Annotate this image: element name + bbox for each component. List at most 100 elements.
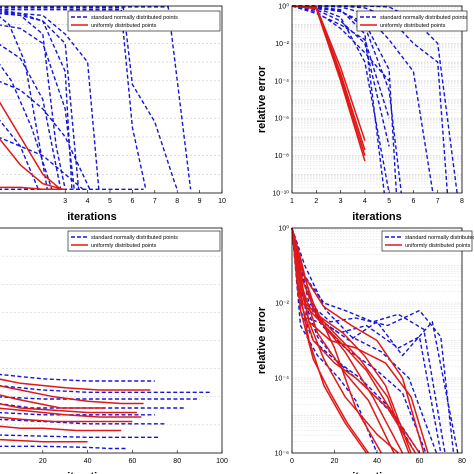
legend-box [381,230,473,252]
axes-frame [291,5,463,194]
x-ticks: 1 2 3 4 5 6 7 8 [290,190,464,205]
series-standard-line [0,418,166,425]
y-tick-label: 10⁻⁴ [275,376,290,383]
y-tick-label: 10⁰ [278,3,289,11]
y-tick-label: 10⁻⁸ [275,153,289,160]
legend-box [67,10,221,32]
x-axis-label: iterations [352,471,402,474]
panel-bottom-right: 0 20 40 60 80 10⁰ 10⁻² 10⁻⁴ 10⁻⁶ relative error it… [256,225,474,474]
x-ticks: 20 40 60 80 100 [39,450,228,465]
x-tick-label: 6 [130,198,134,205]
series-standard-line [0,11,100,190]
grid [0,255,222,426]
legend-uniform-label: uniformly distributed points [405,243,471,249]
legend-uniform-label: uniformly distributed points [91,23,157,29]
series-uniform-line [0,186,66,191]
x-tick-label: 3 [63,198,67,205]
x-tick-label: 7 [436,198,440,205]
y-axis-label: relative error [256,65,268,133]
x-axis-label: iterations [352,211,402,223]
y-tick-label: 10⁻⁴ [275,78,290,85]
panel-top-right: 1 2 3 4 5 6 7 8 10⁰ 10⁻² 10⁻⁴ 10⁻⁶ 10⁻⁸ 10⁻¹⁰ relative… [256,3,468,223]
legend: standard normally distributed points unif… [67,230,221,252]
series-uniform-line [0,138,64,191]
x-ticks: 3 4 5 6 7 8 9 10 [63,190,226,205]
series-uniform-line [0,438,88,443]
series-uniform-line [291,227,421,454]
x-tick-label: 5 [387,198,391,205]
series-standard-line [291,5,390,119]
legend-uniform-label: uniformly distributed points [380,23,446,29]
series-standard-line [0,24,75,190]
legend-standard-label: standard normally distributed points [405,235,474,241]
legend: standard normally distributed points unif… [67,10,221,32]
y-ticks: 10⁰ 10⁻² 10⁻⁴ 10⁻⁶ 10⁻⁸ 10⁻¹⁰ [272,3,289,198]
x-tick-label: 3 [339,198,343,205]
series-standard-line [0,445,128,450]
panel-top-left: 3 4 5 6 7 8 9 10 iterations standard normally dis… [0,5,226,223]
series-standard-line [291,227,459,454]
x-tick-label: 60 [129,458,137,465]
x-tick-label: 6 [411,198,415,205]
series-standard-line [0,434,160,438]
series-uniform-line [0,101,62,190]
series-standard-line [0,403,187,409]
panel-bottom-left: 20 40 60 80 100 iterations standard normally d… [0,227,228,474]
legend-standard-label: standard normally distributed points [91,235,178,241]
series-uniform-line [0,403,137,414]
y-axis-label: relative error [256,306,268,374]
y-tick-label: 10⁻⁶ [275,116,289,123]
x-tick-label: 4 [363,198,367,205]
y-tick-label: 10⁻² [275,41,289,48]
series-standard-line [0,384,211,393]
x-tick-label: 20 [39,458,47,465]
x-tick-label: 5 [108,198,112,205]
series-uniform-line [291,227,412,454]
series-uniform-line [0,378,151,391]
x-tick-label: 80 [458,458,466,465]
series-uniform-line [0,394,106,409]
x-tick-label: 7 [153,198,157,205]
x-tick-label: 8 [175,198,179,205]
x-axis-label: iterations [67,211,117,223]
x-tick-label: 0 [290,458,294,465]
legend-standard-label: standard normally distributed points [380,15,467,21]
x-ticks: 0 20 40 60 80 [290,450,466,465]
series-uniform-line [291,227,429,454]
series-standard-line [0,16,48,190]
series-uniform-line [0,385,144,405]
series-group [0,373,211,450]
series-standard-line [0,136,84,190]
series-standard-line [0,6,192,190]
legend: standard normally distributed points unif… [356,10,468,32]
legend-standard-label: standard normally distributed points [91,15,178,21]
series-uniform-line [291,227,425,454]
series-standard-line [0,396,200,400]
x-tick-label: 1 [290,198,294,205]
x-tick-label: 20 [331,458,339,465]
legend-box [356,10,468,32]
series-standard-line [0,63,53,190]
series-standard-line [291,227,438,454]
series-uniform-line [0,416,133,423]
x-tick-label: 100 [216,458,228,465]
legend-uniform-label: uniformly distributed points [91,243,157,249]
series-group [291,227,459,454]
x-axis-label: iterations [67,471,117,474]
y-ticks: 10⁰ 10⁻² 10⁻⁴ 10⁻⁶ [275,225,290,458]
axes-frame [0,227,223,454]
y-tick-label: 10⁻¹⁰ [272,190,289,198]
x-tick-label: 10 [218,198,226,205]
series-standard-line [0,8,147,190]
series-standard-line [291,5,390,82]
series-group [0,6,192,191]
x-tick-label: 9 [198,198,202,205]
y-tick-label: 10⁰ [278,225,289,233]
series-standard-line [291,227,378,454]
series-uniform-line [291,5,366,156]
x-tick-label: 60 [416,458,424,465]
x-tick-label: 80 [173,458,181,465]
y-tick-label: 10⁻⁶ [275,451,289,458]
x-tick-label: 2 [314,198,318,205]
y-tick-label: 10⁻² [275,301,289,308]
